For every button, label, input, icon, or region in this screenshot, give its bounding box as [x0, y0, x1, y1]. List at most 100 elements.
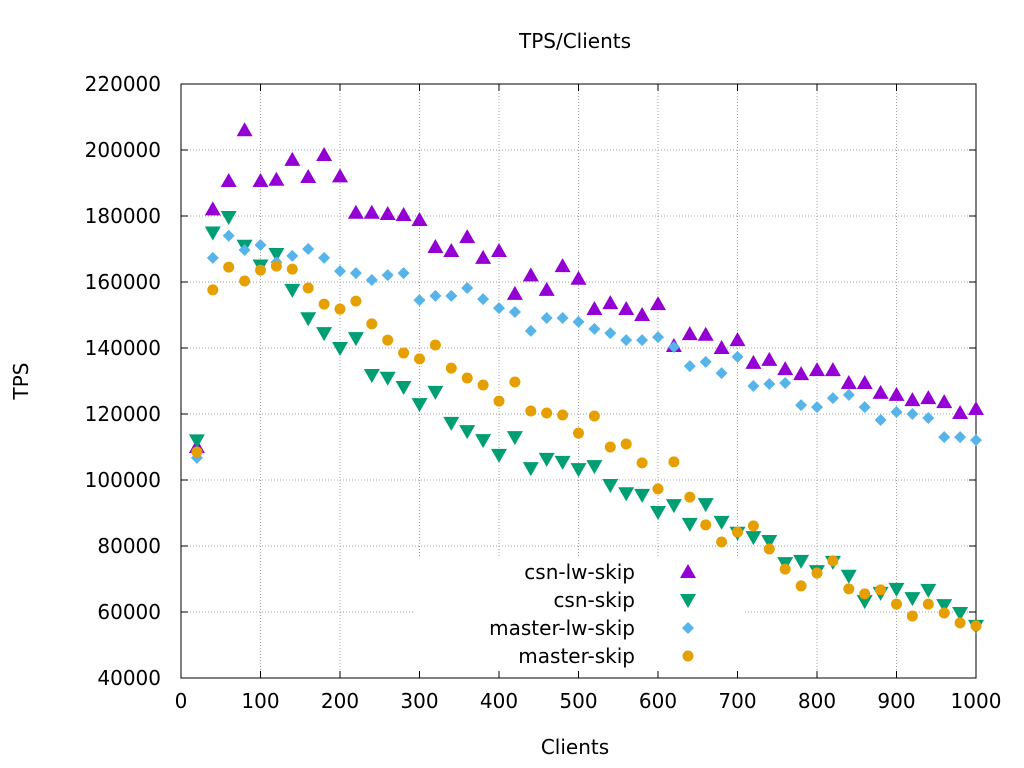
data-point: [286, 249, 299, 262]
data-point: [270, 260, 282, 272]
y-tick-label: 40000: [97, 666, 161, 690]
data-point: [904, 592, 921, 607]
data-point: [809, 362, 825, 377]
x-tick-label: 0: [175, 689, 188, 713]
y-tick-label: 120000: [85, 402, 161, 426]
axis-ticks: 0 100 200 300 400 500 600 700 800 900 1000 40000 600…: [85, 72, 1002, 713]
data-point: [332, 168, 348, 183]
data-point: [347, 204, 364, 219]
data-point: [842, 388, 855, 401]
data-point: [365, 274, 378, 287]
data-point: [620, 438, 632, 450]
data-point: [620, 334, 633, 347]
data-point: [332, 342, 348, 356]
data-point: [936, 599, 953, 614]
data-point: [745, 354, 762, 369]
data-point: [634, 488, 651, 503]
data-point: [414, 353, 425, 365]
data-point: [220, 210, 237, 225]
data-point: [856, 374, 873, 389]
data-point: [588, 322, 601, 335]
data-point: [732, 526, 743, 538]
data-point: [207, 284, 219, 296]
data-point: [747, 520, 759, 532]
data-point: [888, 386, 905, 401]
data-point: [636, 457, 648, 469]
data-point: [540, 311, 553, 324]
y-tick-label: 180000: [85, 204, 161, 228]
data-point: [890, 406, 903, 419]
data-points: [188, 122, 984, 634]
data-point: [477, 379, 489, 391]
data-point: [302, 282, 314, 294]
data-point: [379, 371, 396, 386]
data-point: [795, 580, 807, 592]
data-point: [382, 334, 394, 346]
x-tick-label: 700: [718, 689, 756, 713]
y-tick-label: 140000: [85, 336, 161, 360]
data-point: [252, 173, 269, 188]
data-point: [650, 296, 666, 311]
data-point: [300, 169, 317, 184]
data-point: [747, 379, 760, 392]
data-point: [604, 441, 616, 453]
grid-lines: [181, 84, 976, 678]
data-point: [427, 239, 444, 254]
data-point: [668, 456, 680, 468]
data-point: [491, 448, 507, 463]
data-point: [284, 283, 301, 298]
data-point: [906, 610, 918, 622]
legend-label: master-skip: [518, 644, 635, 668]
data-point: [763, 543, 775, 555]
data-point: [891, 598, 902, 610]
legend-marker: [682, 650, 694, 662]
data-point: [729, 332, 746, 347]
data-point: [573, 427, 584, 439]
data-point: [350, 295, 362, 307]
data-point: [188, 434, 205, 449]
data-point: [334, 265, 346, 278]
x-tick-label: 800: [798, 689, 836, 713]
data-point: [318, 298, 330, 310]
data-point: [316, 327, 333, 342]
data-point: [588, 410, 600, 422]
data-point: [875, 584, 887, 596]
data-point: [713, 515, 730, 530]
data-point: [459, 229, 476, 244]
x-tick-label: 200: [321, 689, 359, 713]
x-tick-label: 300: [400, 689, 438, 713]
legend-marker: [682, 622, 694, 634]
data-point: [302, 243, 315, 255]
data-point: [491, 242, 507, 257]
data-point: [509, 376, 521, 388]
data-point: [395, 380, 412, 395]
data-point: [684, 491, 696, 503]
data-point: [713, 340, 730, 354]
data-point: [793, 554, 810, 569]
data-point: [541, 407, 553, 419]
chart-title: TPS/Clients: [518, 29, 631, 53]
data-point: [777, 361, 794, 376]
data-point: [634, 307, 651, 321]
data-point: [397, 267, 410, 280]
data-point: [652, 331, 664, 344]
data-point: [683, 360, 696, 373]
data-point: [859, 588, 871, 600]
data-point: [745, 531, 762, 546]
data-point: [920, 390, 937, 405]
legend-label: master-lw-skip: [489, 616, 635, 640]
data-point: [254, 239, 267, 252]
x-tick-label: 900: [877, 689, 915, 713]
data-point: [506, 431, 523, 446]
data-point: [697, 326, 714, 341]
data-point: [731, 350, 744, 363]
data-point: [763, 377, 776, 390]
data-point: [411, 398, 428, 413]
data-point: [618, 487, 635, 502]
y-tick-label: 220000: [85, 72, 161, 96]
data-point: [826, 392, 839, 405]
data-point: [618, 301, 635, 316]
data-point: [318, 251, 331, 264]
data-point: [681, 326, 698, 341]
